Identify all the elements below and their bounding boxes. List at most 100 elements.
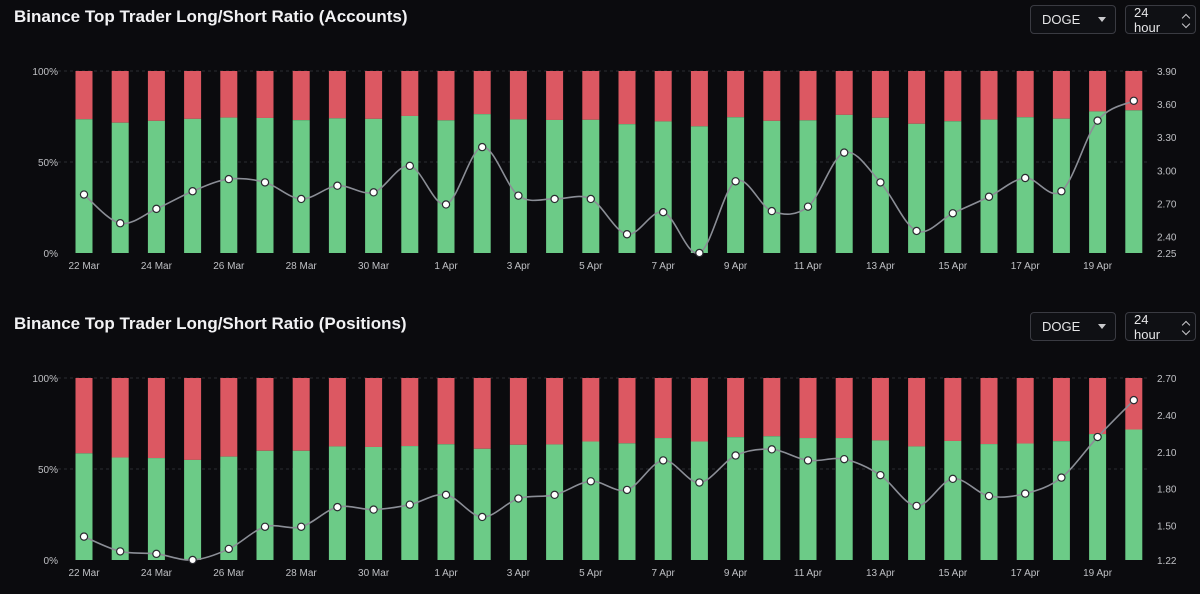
- short-bar: [328, 71, 346, 119]
- y-left-tick-label: 100%: [32, 67, 58, 78]
- ratio-point: [152, 204, 161, 214]
- ratio-point: [840, 454, 849, 464]
- short-bar: [582, 71, 600, 120]
- short-bar: [835, 71, 853, 115]
- ratio-point: [79, 532, 89, 541]
- long-bar: [980, 119, 998, 254]
- short-bar: [546, 71, 564, 120]
- long-bar: [799, 120, 817, 254]
- y-right-tick-label: 2.25: [1157, 249, 1177, 260]
- accounts-coin-value: DOGE: [1042, 12, 1081, 27]
- long-bar: [401, 115, 419, 253]
- x-tick-label: 1 Apr: [434, 261, 458, 272]
- x-tick-label: 13 Apr: [866, 568, 896, 579]
- ratio-point: [840, 148, 849, 157]
- ratio-point: [767, 206, 777, 216]
- long-bar: [654, 121, 672, 253]
- ratio-point: [912, 226, 921, 236]
- ratio-point: [876, 470, 885, 480]
- y-right-tick-label: 3.00: [1157, 166, 1177, 177]
- short-bar: [871, 71, 889, 118]
- ratio-point: [369, 505, 378, 514]
- ratio-point: [514, 191, 523, 200]
- long-bar: [1125, 110, 1143, 253]
- ratio-point: [224, 174, 233, 184]
- x-tick-label: 26 Mar: [213, 261, 245, 272]
- short-bar: [835, 378, 853, 439]
- accounts-ratio-chart: 0% 50% 100% 2.25 2.40 2.70 3.00 3.30 3.60 3.90 22 …: [32, 67, 1177, 272]
- short-bar: [111, 378, 129, 458]
- y-left-tick-label: 0%: [44, 249, 59, 260]
- long-bar: [582, 119, 600, 253]
- long-bar: [220, 456, 238, 560]
- ratio-point: [260, 178, 270, 187]
- long-bar: [111, 122, 129, 253]
- short-bar: [1052, 71, 1070, 119]
- ratio-point: [260, 522, 270, 531]
- long-bar: [763, 120, 781, 253]
- ratio-point: [152, 549, 161, 559]
- short-bar: [690, 378, 708, 442]
- positions-panel: Binance Top Trader Long/Short Ratio (Pos…: [0, 307, 1200, 594]
- chevron-down-icon: [1098, 324, 1106, 329]
- ratio-point: [115, 219, 125, 228]
- short-bar: [546, 378, 564, 445]
- short-bar: [908, 378, 926, 447]
- long-bar: [835, 438, 853, 560]
- short-bar: [1089, 378, 1107, 435]
- short-bar: [473, 71, 491, 115]
- y-right-tick-label: 2.40: [1157, 411, 1177, 422]
- x-tick-label: 24 Mar: [141, 568, 173, 579]
- accounts-coin-select[interactable]: DOGE: [1030, 5, 1116, 34]
- long-bar: [1016, 443, 1034, 560]
- short-bar: [75, 378, 93, 454]
- y-right-tick-label: 3.30: [1157, 133, 1177, 144]
- x-tick-label: 19 Apr: [1083, 261, 1113, 272]
- long-bar: [292, 120, 310, 253]
- x-tick-label: 9 Apr: [724, 568, 748, 579]
- x-tick-label: 22 Mar: [68, 568, 100, 579]
- long-bar: [437, 444, 455, 560]
- x-tick-label: 3 Apr: [507, 568, 531, 579]
- short-bar: [1125, 71, 1143, 111]
- short-bar: [654, 378, 672, 439]
- ratio-point: [188, 187, 197, 196]
- ratio-point: [550, 194, 559, 204]
- y-right-tick-label: 2.70: [1157, 374, 1177, 385]
- long-bar: [473, 114, 491, 253]
- ratio-point: [514, 494, 523, 503]
- y-right-tick-label: 2.40: [1157, 232, 1177, 243]
- short-bar: [582, 378, 600, 442]
- short-bar: [799, 378, 817, 439]
- long-bar: [111, 457, 129, 560]
- positions-period-select[interactable]: 24 hour: [1125, 312, 1196, 342]
- short-bar: [1052, 378, 1070, 442]
- short-bar: [509, 378, 527, 445]
- short-bar: [1016, 71, 1034, 118]
- short-bar: [727, 71, 745, 118]
- x-tick-label: 13 Apr: [866, 261, 896, 272]
- ratio-point: [1020, 173, 1030, 183]
- long-bar: [690, 126, 708, 253]
- y-right-tick-label: 1.22: [1157, 556, 1177, 567]
- y-right-tick-label: 3.60: [1157, 100, 1177, 111]
- long-bar: [944, 440, 962, 560]
- short-bar: [365, 378, 383, 447]
- accounts-period-select[interactable]: 24 hour: [1125, 5, 1196, 35]
- x-tick-label: 11 Apr: [794, 261, 823, 272]
- x-tick-label: 24 Mar: [141, 261, 173, 272]
- x-tick-label: 11 Apr: [794, 568, 823, 579]
- short-bar: [763, 71, 781, 121]
- short-bar: [256, 378, 274, 451]
- long-bar: [763, 436, 781, 560]
- long-bar: [184, 118, 202, 253]
- short-bar: [292, 378, 310, 451]
- x-tick-label: 26 Mar: [213, 568, 245, 579]
- short-bar: [220, 378, 238, 457]
- short-bar: [147, 378, 165, 459]
- accounts-panel: Binance Top Trader Long/Short Ratio (Acc…: [14, 5, 1196, 272]
- positions-coin-select[interactable]: DOGE: [1030, 312, 1116, 341]
- short-bar: [871, 378, 889, 441]
- long-bar: [220, 117, 238, 253]
- ratio-point: [333, 502, 342, 512]
